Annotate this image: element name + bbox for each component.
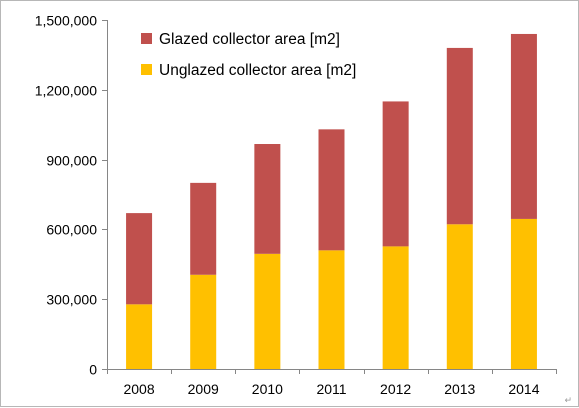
legend-label-unglazed: Unglazed collector area [m2] [159,62,356,79]
bar-2010-glazed [254,144,281,254]
y-tick-label: 600,000 [46,222,97,238]
x-tick-label: 2010 [252,381,283,397]
x-tick-label: 2009 [188,381,219,397]
bar-2011-unglazed [318,250,345,369]
legend-label-glazed: Glazed collector area [m2] [159,31,340,48]
y-tick-label: 900,000 [46,153,97,169]
bar-2013-glazed [446,47,473,225]
bar-2012-glazed [382,101,409,247]
bar-2009-glazed [190,182,217,275]
y-tick-label: 1,200,000 [35,83,97,99]
axes-layer: 0 300,000 600,000 900,000 1,200,000 1,500,000… [35,13,557,397]
bar-layer [126,33,537,369]
bar-2013-unglazed [446,224,473,369]
x-tick-label: 2008 [123,381,154,397]
x-tick-label: 2013 [444,381,475,397]
bar-2012-unglazed [382,246,409,369]
legend: Glazed collector area [m2] Unglazed colle… [141,31,356,79]
x-tick-label: 2012 [380,381,411,397]
x-tick-label: 2011 [316,381,346,397]
y-tick-label: 300,000 [46,292,97,308]
bar-2010-unglazed [254,253,281,369]
y-tick-label: 1,500,000 [35,13,97,29]
x-tick-label: 2014 [508,381,539,397]
legend-swatch-unglazed [141,64,152,75]
y-tick-label: 0 [89,362,97,378]
legend-swatch-glazed [141,33,152,44]
paragraph-return-icon: ↵ [564,396,572,406]
bar-2008-unglazed [126,304,153,369]
bar-2014-unglazed [510,218,537,369]
bar-2011-glazed [318,129,345,251]
bar-2008-glazed [126,213,153,305]
bar-2014-glazed [510,33,537,219]
bar-2009-unglazed [190,274,217,369]
